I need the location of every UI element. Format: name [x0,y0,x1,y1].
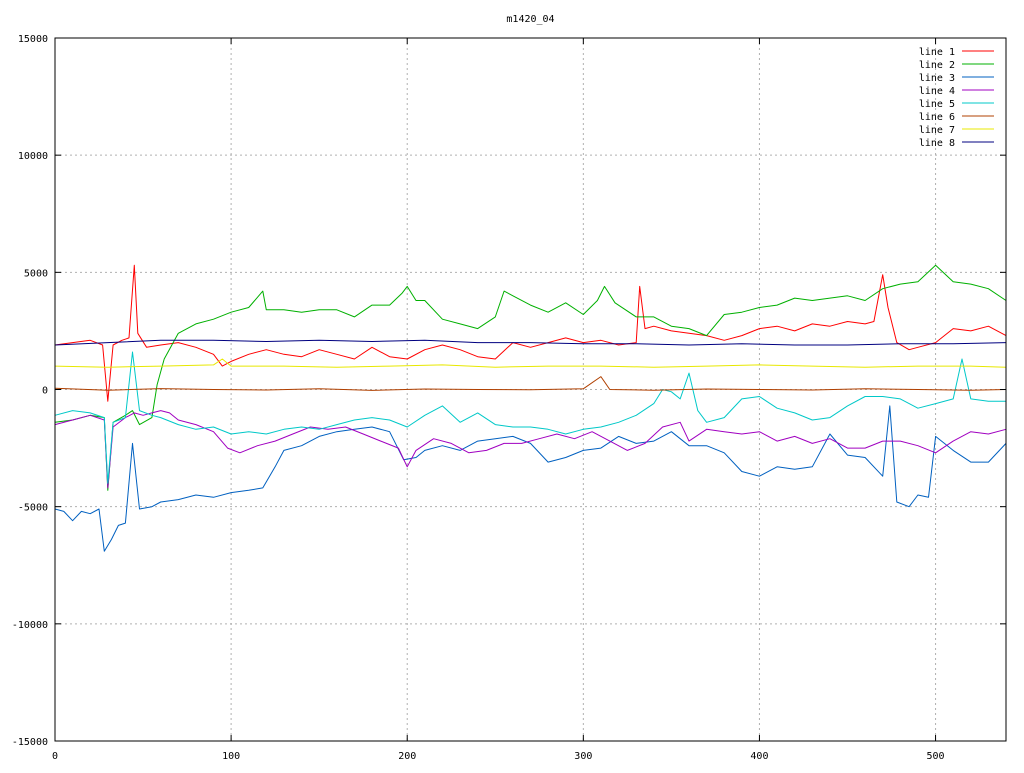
y-tick-label: 15000 [18,34,48,45]
series-line-8 [54,339,1007,346]
legend-label: line 3 [919,73,955,84]
y-tick-label: 5000 [24,268,48,279]
legend-label: line 8 [919,138,955,149]
x-tick-label: 0 [52,751,58,762]
y-tick-label: -15000 [12,737,48,748]
legend-label: line 2 [919,60,955,71]
y-tick-label: 10000 [18,151,48,162]
series-lines [54,264,1007,552]
series-line-3 [54,405,1007,552]
y-tick-label: 0 [42,386,48,397]
axis-ticks: -15000 -10000 -5000 0 5000 10000 15000 0 100 200 3… [12,34,1006,762]
legend-label: line 5 [919,99,955,110]
legend-label: line 1 [919,47,955,58]
chart-title: m1420_04 [506,14,554,25]
x-tick-label: 200 [398,751,416,762]
legend-label: line 4 [919,86,955,97]
series-line-2 [54,264,1007,491]
x-tick-label: 300 [574,751,592,762]
x-tick-label: 400 [750,751,768,762]
series-line-4 [54,410,1007,489]
series-line-5 [54,351,1006,484]
y-tick-label: -5000 [18,503,48,514]
y-tick-label: -10000 [12,620,48,631]
legend-label: line 6 [919,112,955,123]
series-line-1 [54,264,1007,402]
legend: line 1 line 2 line 3 line 4 line 5 line 6 line… [919,47,994,149]
series-line-6 [54,376,1007,391]
series-line-7 [54,358,1007,368]
x-tick-label: 100 [222,751,240,762]
x-tick-label: 500 [927,751,945,762]
legend-label: line 7 [919,125,955,136]
